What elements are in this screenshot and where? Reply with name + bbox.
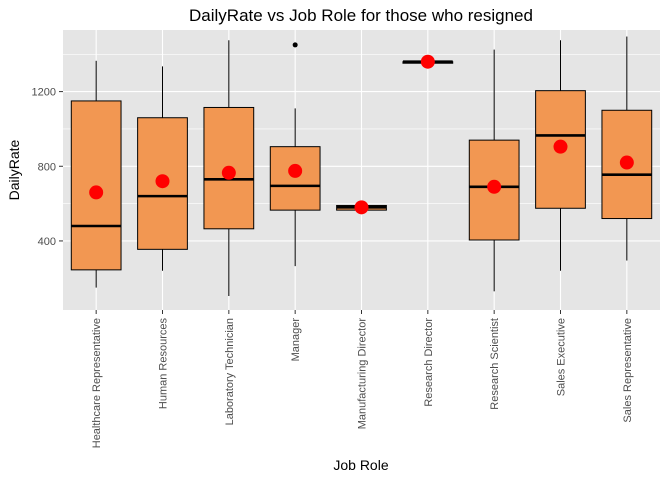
boxplot-research-scientist [468,49,520,292]
x-tick-label: Human Resources [158,318,170,410]
boxplot-human-resources [137,66,188,271]
mean-point [420,54,435,69]
mean-point [354,200,369,215]
outlier-point [292,42,298,48]
y-axis-ticks: 400 800 1200 [32,87,63,248]
boxplot-healthcare-representative [70,60,122,288]
x-tick-label: Research Director [423,318,435,407]
box [269,146,321,211]
y-tick-label: 800 [38,161,56,173]
x-tick-label: Sales Executive [556,318,568,396]
x-axis-ticks: Healthcare Representative Human Resources… [91,310,634,448]
chart-title: DailyRate vs Job Role for those who resi… [189,6,533,25]
y-axis-title: DailyRate [6,139,22,200]
boxplot-laboratory-technician [203,40,255,296]
x-tick-label: Manager [290,318,302,362]
boxplot-research-director [402,54,454,69]
mean-point [553,139,568,154]
boxplot-sales-executive [535,40,586,271]
mean-point [89,185,104,200]
x-tick-label: Research Scientist [489,318,501,410]
x-tick-label: Manufacturing Director [357,318,369,430]
boxplot-manager [269,42,321,267]
boxplot-manufacturing-director [336,200,387,215]
y-tick-label: 1200 [32,87,56,99]
mean-point [221,165,236,180]
mean-point [619,155,634,170]
x-tick-label: Healthcare Representative [91,318,103,448]
x-axis-title: Job Role [333,457,388,473]
x-tick-label: Laboratory Technician [224,318,236,425]
x-tick-label: Sales Representative [622,318,634,423]
y-tick-label: 400 [38,236,56,248]
boxplots [70,36,653,296]
mean-point [155,174,170,189]
boxplot-sales-representative [601,36,653,261]
mean-point [487,179,502,194]
mean-point [288,163,303,178]
